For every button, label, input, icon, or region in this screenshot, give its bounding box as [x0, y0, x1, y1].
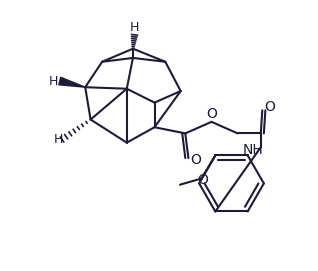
Text: O: O: [191, 153, 202, 167]
Text: O: O: [197, 173, 209, 187]
Text: H: H: [49, 75, 58, 88]
Polygon shape: [59, 77, 85, 87]
Text: O: O: [265, 100, 275, 114]
Text: H: H: [53, 133, 63, 146]
Text: H: H: [130, 21, 139, 34]
Text: O: O: [206, 107, 217, 121]
Text: NH: NH: [243, 143, 263, 157]
